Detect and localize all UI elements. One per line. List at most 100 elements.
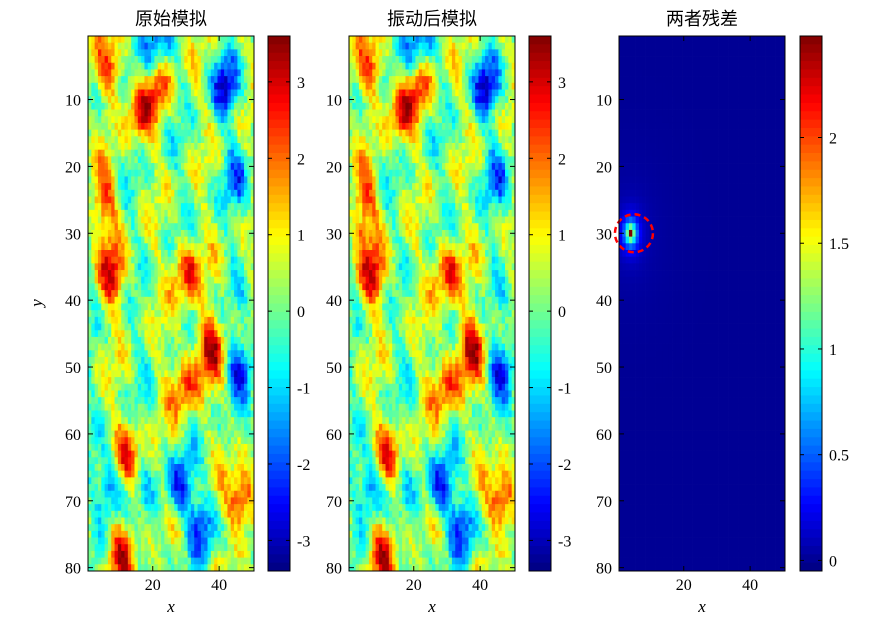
heatmap-cell [498,109,503,117]
heatmap-cell [107,203,112,211]
heatmap-cell [234,377,238,385]
heatmap-cell [422,109,426,117]
heatmap-cell [240,270,245,278]
heatmap-cell [180,56,185,64]
heatmap-cell [97,196,102,204]
heatmap-cell [147,223,152,231]
heatmap-cell [114,270,119,278]
heatmap-cell [214,36,218,44]
heatmap-cell [210,464,215,472]
heatmap-cell [200,69,205,77]
heatmap-cell [174,136,178,144]
heatmap-cell [104,557,109,565]
heatmap-cell [144,377,149,385]
heatmap-cell [227,423,232,431]
heatmap-cell [224,524,228,532]
heatmap-cell [141,443,145,451]
heatmap-cell [210,484,215,492]
heatmap-cell [97,263,102,271]
heatmap-cell [365,109,370,117]
heatmap-cell [250,530,255,538]
heatmap-cell [171,229,175,237]
heatmap-cell [224,263,228,271]
heatmap-cell [94,283,99,291]
heatmap-cell [441,36,446,44]
heatmap-cell [187,229,192,237]
heatmap-cell [107,143,112,151]
heatmap-cell [392,129,396,137]
heatmap-cell [498,102,503,110]
heatmap-cell [177,163,182,171]
heatmap-cell [234,143,238,151]
heatmap-cell [180,290,185,298]
heatmap-cell [214,163,218,171]
heatmap-cell [121,403,125,411]
heatmap-cell [190,423,195,431]
heatmap-cell [234,189,238,197]
heatmap-cell [151,336,155,344]
heatmap-cell [200,363,205,371]
colorbar-swatch [268,295,290,304]
heatmap-cell [157,336,162,344]
heatmap-cell [227,263,232,271]
heatmap-cell [144,189,149,197]
heatmap-cell [161,296,165,304]
heatmap-cell [200,524,205,532]
colorbar-swatch [268,178,290,187]
heatmap-cell [151,417,155,425]
heatmap-cell [412,136,416,144]
heatmap-cell [224,76,228,84]
heatmap-cell [144,76,149,84]
heatmap-cell [97,517,102,525]
heatmap-cell [220,350,225,358]
heatmap-cell [131,76,135,84]
heatmap-cell [495,62,499,70]
heatmap-cell [234,283,238,291]
heatmap-cell [200,484,205,492]
heatmap-cell [91,410,95,418]
heatmap-cell [111,524,115,532]
colorbar-swatch [268,303,290,313]
heatmap-cell [88,56,92,64]
heatmap-cell [237,423,242,431]
heatmap-cell [147,517,152,525]
heatmap-cell [224,330,228,338]
heatmap-cell [505,143,509,151]
heatmap-cell [214,176,218,184]
heatmap-cell [230,243,235,251]
heatmap-cell [101,270,105,278]
heatmap-cell [471,102,476,110]
heatmap-cell [448,69,453,77]
heatmap-cell [388,129,393,137]
heatmap-cell [461,82,466,90]
heatmap-cell [111,189,115,197]
heatmap-cell [207,363,212,371]
heatmap-cell [127,410,132,418]
heatmap-cell [147,504,152,512]
heatmap-cell [187,203,192,211]
heatmap-cell [147,89,152,97]
heatmap-cell [250,397,255,405]
heatmap-cell [127,163,132,171]
heatmap-cell [157,89,162,97]
heatmap-cell [207,189,212,197]
heatmap-cell [240,443,245,451]
heatmap-cell [131,443,135,451]
heatmap-cell [210,370,215,378]
heatmap-cell [161,56,165,64]
heatmap-cell [237,524,242,532]
heatmap-cell [174,464,178,472]
heatmap-cell [111,343,115,351]
heatmap-cell [187,283,192,291]
heatmap-cell [171,370,175,378]
heatmap-cell [180,296,185,304]
heatmap-cell [164,316,169,324]
heatmap-cell [167,149,172,157]
heatmap-cell [180,196,185,204]
heatmap-cell [422,122,426,130]
heatmap-cell [244,122,248,130]
heatmap-cell [355,89,360,97]
heatmap-cell [197,410,202,418]
heatmap-cell [167,122,172,130]
heatmap-cell [210,76,215,84]
